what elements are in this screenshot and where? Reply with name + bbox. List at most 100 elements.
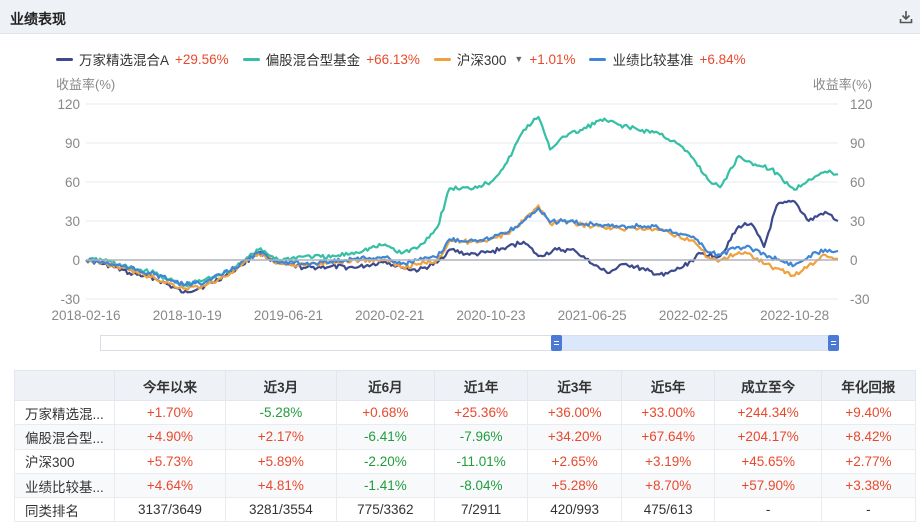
- table-cell: 3281/3554: [224, 497, 337, 523]
- series-line: [85, 206, 839, 287]
- row-label: 万家精选混...: [14, 399, 115, 426]
- legend-series-name: 沪深300: [456, 53, 507, 68]
- legend-series-name: 业绩比较基准: [612, 53, 694, 68]
- y-tick-label-left: -30: [60, 292, 80, 307]
- legend-series-name: 万家精选混合A: [79, 53, 170, 68]
- legend-series-return: +6.84%: [699, 51, 746, 67]
- table-cell: +4.81%: [224, 472, 337, 499]
- table-cell: +5.73%: [114, 448, 226, 474]
- y-tick-label-right: 30: [850, 214, 865, 229]
- row-label: 业绩比较基...: [14, 472, 115, 499]
- table-cell: +1.70%: [114, 399, 226, 426]
- column-header[interactable]: 近5年: [620, 370, 716, 401]
- series-line: [85, 204, 839, 292]
- legend-swatch: [589, 57, 607, 61]
- slider-handle-end[interactable]: [828, 335, 839, 351]
- column-header[interactable]: 年化回报: [820, 370, 917, 401]
- legend-item[interactable]: 偏股混合型基金 +66.13%: [242, 49, 420, 69]
- series-line: [85, 115, 839, 288]
- table-cell: +5.89%: [224, 448, 337, 474]
- y-axis-title-left: 收益率(%): [56, 77, 116, 92]
- table-cell: -: [714, 497, 822, 523]
- table-cell: +2.65%: [527, 448, 622, 474]
- column-header[interactable]: 近3年: [527, 370, 622, 401]
- column-header[interactable]: 近3月: [224, 370, 337, 401]
- date-range-slider[interactable]: [100, 335, 839, 351]
- column-header[interactable]: 今年以来: [114, 370, 226, 401]
- column-header[interactable]: 近6月: [335, 370, 435, 401]
- y-tick-label-left: 0: [72, 253, 80, 268]
- caret-down-icon[interactable]: ▼: [514, 54, 524, 64]
- table-cell: -: [820, 497, 917, 523]
- legend-series-name: 偏股混合型基金: [265, 53, 361, 68]
- x-tick-label: 2019-06-21: [254, 308, 323, 323]
- panel-header: 业绩表现: [0, 0, 920, 34]
- legend-swatch: [433, 57, 451, 61]
- x-tick-label: 2018-02-16: [51, 308, 120, 323]
- table-cell: +4.64%: [114, 472, 226, 499]
- row-label: 同类排名: [14, 497, 115, 523]
- table-cell: -8.04%: [433, 472, 529, 499]
- table-cell: +2.77%: [820, 448, 917, 474]
- table-cell: -6.41%: [335, 424, 435, 450]
- table-row: 万家精选混... +1.70% -5.28% +0.68% +25.36% +36.00%…: [14, 399, 917, 426]
- table-cell: +4.90%: [114, 424, 226, 450]
- table-cell: 775/3362: [335, 497, 435, 523]
- table-cell: +5.28%: [527, 472, 622, 499]
- y-tick-label-left: 60: [65, 175, 80, 190]
- table-cell: +33.00%: [620, 399, 716, 426]
- y-tick-label-right: 120: [850, 97, 873, 112]
- x-tick-label: 2021-06-25: [558, 308, 627, 323]
- legend-item[interactable]: 万家精选混合A +29.56%: [56, 49, 229, 69]
- y-axis-title-right: 收益率(%): [812, 77, 872, 92]
- table-cell: +3.38%: [820, 472, 917, 499]
- slider-handle-start[interactable]: [551, 335, 563, 351]
- table-cell: -2.20%: [335, 448, 435, 474]
- legend-swatch: [56, 57, 73, 61]
- table-cell: -1.41%: [335, 472, 435, 499]
- y-tick-label-left: 90: [65, 136, 80, 151]
- x-tick-label: 2020-10-23: [456, 308, 525, 323]
- legend-series-return: +1.01%: [529, 51, 576, 67]
- table-header-row: 今年以来 近3月 近6月 近1年 近3年 近5年 成立至今 年化回报: [14, 370, 917, 401]
- table-cell: +3.19%: [620, 448, 716, 474]
- table-cell: 475/613: [620, 497, 716, 523]
- download-icon[interactable]: [898, 9, 914, 25]
- table-cell: 7/2911: [433, 497, 529, 523]
- table-cell: +34.20%: [527, 424, 622, 450]
- legend-series-return: +29.56%: [175, 51, 229, 67]
- legend-item[interactable]: 业绩比较基准 +6.84%: [589, 49, 746, 69]
- x-tick-label: 2018-10-19: [153, 308, 222, 323]
- y-tick-label-right: 0: [850, 253, 858, 268]
- panel-title: 业绩表现: [10, 11, 66, 27]
- table-cell: +36.00%: [527, 399, 622, 426]
- y-tick-label-left: 120: [57, 97, 80, 112]
- table-cell: +2.17%: [224, 424, 337, 450]
- legend-item[interactable]: 沪深300 ▼ +1.01%: [433, 49, 576, 69]
- slider-selected-range[interactable]: [557, 336, 835, 350]
- y-tick-label-left: 30: [65, 214, 80, 229]
- table-row: 偏股混合型... +4.90% +2.17% -6.41% -7.96% +34.20% +…: [14, 424, 917, 450]
- x-tick-label: 2022-10-28: [760, 308, 829, 323]
- table-cell: -5.28%: [224, 399, 337, 426]
- table-cell: +45.65%: [714, 448, 822, 474]
- performance-table: 今年以来 近3月 近6月 近1年 近3年 近5年 成立至今 年化回报 万家精选混... +1.7…: [14, 370, 917, 523]
- column-header[interactable]: [14, 370, 115, 401]
- y-tick-label-right: 60: [850, 175, 865, 190]
- table-row: 沪深300 +5.73% +5.89% -2.20% -11.01% +2.65% +3.1…: [14, 448, 917, 474]
- column-header[interactable]: 成立至今: [714, 370, 822, 401]
- column-header[interactable]: 近1年: [433, 370, 529, 401]
- table-row: 同类排名 3137/3649 3281/3554 775/3362 7/2911 420/…: [14, 497, 917, 523]
- row-label: 偏股混合型...: [14, 424, 115, 450]
- y-tick-label-right: -30: [850, 292, 870, 307]
- table-cell: -11.01%: [433, 448, 529, 474]
- row-label: 沪深300: [14, 448, 115, 474]
- table-cell: +25.36%: [433, 399, 529, 426]
- table-cell: +57.90%: [714, 472, 822, 499]
- table-cell: 3137/3649: [114, 497, 226, 523]
- legend-swatch: [242, 57, 260, 61]
- x-tick-label: 2022-02-25: [659, 308, 728, 323]
- table-row: 业绩比较基... +4.64% +4.81% -1.41% -8.04% +5.28% +8…: [14, 472, 917, 499]
- series-line: [85, 199, 839, 294]
